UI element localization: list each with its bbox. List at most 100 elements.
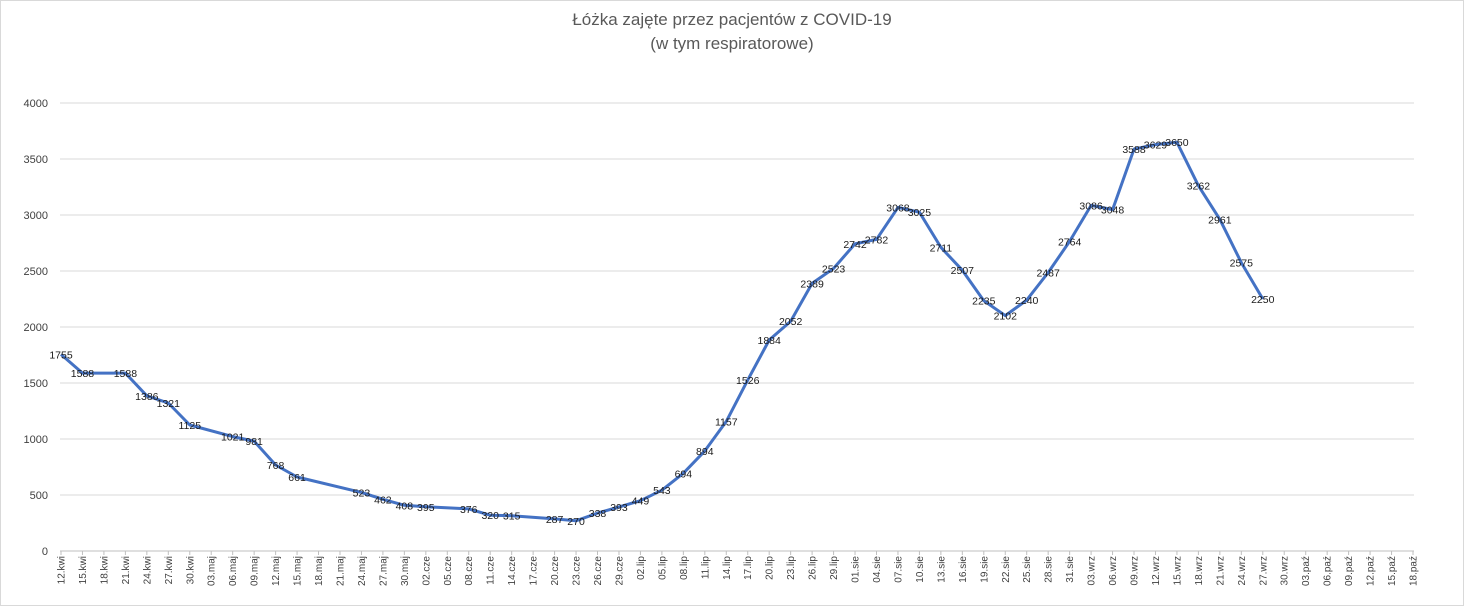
data-label: 2764 <box>1058 236 1082 248</box>
data-label: 1386 <box>135 391 159 403</box>
data-label: 270 <box>567 516 585 528</box>
data-label: 1125 <box>178 420 201 432</box>
x-tick-label: 05.cze <box>443 556 454 586</box>
data-label: 320 <box>481 510 499 522</box>
x-tick-label: 21.kwi <box>121 556 132 584</box>
x-tick-label: 15.paź <box>1387 556 1398 586</box>
data-label: 2102 <box>994 311 1018 323</box>
x-tick-label: 23.lip <box>786 556 797 580</box>
x-tick-label: 20.cze <box>550 556 561 586</box>
x-tick-label: 18.kwi <box>99 556 110 584</box>
x-tick-label: 27.kwi <box>164 556 175 584</box>
x-tick-label: 21.maj <box>335 556 346 586</box>
data-label: 2240 <box>1015 295 1039 307</box>
data-label: 981 <box>245 436 263 448</box>
y-tick-label: 2000 <box>24 322 48 334</box>
y-axis-ticks: 0 500 1000 1500 2000 2500 3000 3500 4000 <box>24 98 48 558</box>
data-label: 3086 <box>1079 200 1103 212</box>
data-label: 2052 <box>779 316 803 328</box>
x-tick-label: 06.wrz <box>1108 556 1119 585</box>
x-tick-label: 09.wrz <box>1130 556 1141 585</box>
x-tick-label: 23.cze <box>572 556 583 586</box>
data-label: 2235 <box>972 296 996 308</box>
data-label: 523 <box>353 487 371 499</box>
data-label: 3262 <box>1187 181 1211 193</box>
data-label: 1157 <box>715 416 738 428</box>
data-label: 894 <box>696 446 714 458</box>
chart-subtitle: (w tym respiratorowe) <box>650 34 814 53</box>
data-label: 1021 <box>221 432 245 444</box>
x-tick-label: 03.paź <box>1301 556 1312 586</box>
x-tick-label: 11.cze <box>486 556 497 585</box>
data-label: 3629 <box>1144 140 1168 152</box>
data-label: 694 <box>675 468 693 480</box>
data-label: 2782 <box>865 234 889 246</box>
data-label: 1588 <box>114 368 138 380</box>
x-tick-label: 26.lip <box>808 556 819 580</box>
x-tick-label: 15.maj <box>293 556 304 586</box>
data-label: 3025 <box>908 207 932 219</box>
x-tick-label: 01.sie <box>851 556 862 583</box>
x-tick-label: 06.paź <box>1323 556 1334 586</box>
x-tick-label: 22.sie <box>1001 556 1012 583</box>
y-tick-label: 1000 <box>24 434 48 446</box>
data-label: 1588 <box>71 368 95 380</box>
data-label: 1526 <box>736 375 760 387</box>
data-label: 1321 <box>157 398 181 410</box>
x-tick-label: 08.cze <box>464 556 475 586</box>
x-tick-label: 07.sie <box>893 556 904 583</box>
x-tick-label: 21.wrz <box>1215 556 1226 585</box>
data-label: 1755 <box>49 349 73 361</box>
data-label: 3588 <box>1122 144 1146 156</box>
x-tick-label: 18.maj <box>314 556 325 586</box>
x-tick-label: 17.cze <box>529 556 540 586</box>
x-tick-label: 25.sie <box>1022 556 1033 583</box>
data-label: 2250 <box>1251 294 1275 306</box>
x-tick-label: 03.wrz <box>1087 556 1098 585</box>
data-label: 543 <box>653 485 671 497</box>
x-tick-label: 09.maj <box>250 556 261 586</box>
x-tick-label: 15.wrz <box>1172 556 1183 585</box>
data-label: 768 <box>267 460 285 472</box>
x-tick-label: 08.lip <box>679 556 690 580</box>
x-tick-label: 15.kwi <box>78 556 89 584</box>
data-label: 2711 <box>930 242 953 254</box>
data-label: 3650 <box>1165 137 1189 149</box>
x-tick-label: 12.maj <box>271 556 282 586</box>
data-label: 2389 <box>800 278 824 290</box>
x-tick-label: 26.cze <box>593 556 604 586</box>
x-tick-label: 29.cze <box>614 556 625 586</box>
data-label: 376 <box>460 504 478 516</box>
data-label: 287 <box>546 514 564 526</box>
x-tick-label: 24.maj <box>357 556 368 586</box>
y-tick-label: 3500 <box>24 154 48 166</box>
y-tick-label: 0 <box>42 546 48 558</box>
x-tick-label: 06.maj <box>228 556 239 586</box>
x-tick-label: 10.sie <box>915 556 926 583</box>
series-line <box>60 140 1265 523</box>
x-tick-label: 27.maj <box>378 556 389 586</box>
x-tick-label: 17.lip <box>743 556 754 580</box>
x-tick-label: 03.maj <box>207 556 218 586</box>
x-tick-label: 16.sie <box>958 556 969 583</box>
x-tick-label: 24.kwi <box>142 556 153 584</box>
x-tick-label: 14.lip <box>722 556 733 580</box>
data-label: 395 <box>417 502 435 514</box>
data-label: 2487 <box>1036 267 1060 279</box>
x-tick-label: 11.lip <box>700 556 711 580</box>
x-tick-label: 12.paź <box>1366 556 1377 586</box>
y-tick-label: 1500 <box>24 378 48 390</box>
x-tick-label: 02.cze <box>421 556 432 586</box>
x-tick-label: 13.sie <box>936 556 947 583</box>
x-tick-label: 30.kwi <box>185 556 196 584</box>
y-tick-label: 500 <box>30 490 48 502</box>
data-label: 338 <box>589 508 607 520</box>
y-tick-label: 2500 <box>24 266 48 278</box>
x-tick-label: 02.lip <box>636 556 647 580</box>
data-label: 1884 <box>758 335 782 347</box>
data-label: 2742 <box>843 239 867 251</box>
x-tick-label: 24.wrz <box>1237 556 1248 585</box>
gridlines <box>60 102 1414 552</box>
